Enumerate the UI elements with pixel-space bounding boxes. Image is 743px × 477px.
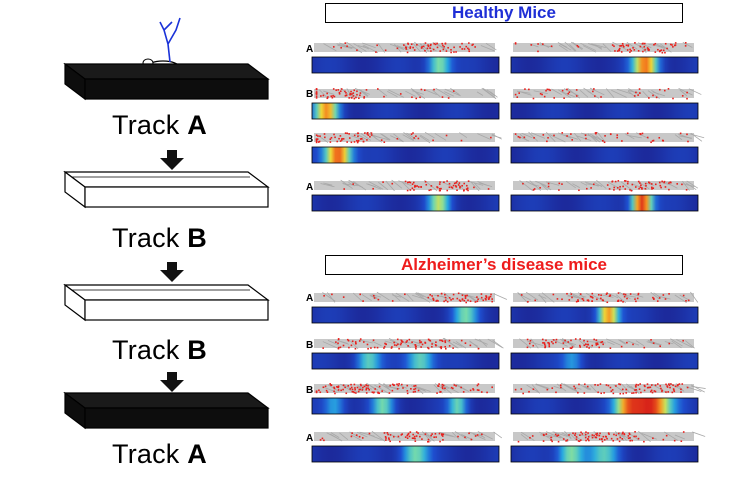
trajectory-trace xyxy=(513,87,702,99)
trajectory-trace xyxy=(314,430,503,442)
track-label-1: Track A xyxy=(112,110,207,140)
firing-heatmap xyxy=(510,194,699,212)
trajectory-trace xyxy=(513,291,699,304)
firing-heatmap xyxy=(510,352,699,370)
firing-heatmap xyxy=(311,445,500,463)
alzheimer-row-2-col-2 xyxy=(510,338,699,370)
trajectory-trace xyxy=(314,87,498,100)
spike-markers xyxy=(319,431,483,443)
track-letter: B xyxy=(187,335,207,365)
down-arrow-icon xyxy=(160,262,184,282)
trajectory-trace xyxy=(314,131,502,144)
track-label-4: Track A xyxy=(112,439,207,469)
firing-heatmap xyxy=(311,56,500,74)
firing-heatmap xyxy=(510,146,699,164)
track-3-box xyxy=(63,283,270,322)
healthy-row-4-col-2 xyxy=(510,179,699,212)
spike-markers xyxy=(514,132,689,144)
row-letter-healthy-3: B xyxy=(306,134,314,145)
firing-heatmap xyxy=(311,102,500,120)
firing-heatmap xyxy=(510,56,699,74)
track-1-box xyxy=(63,62,270,101)
trajectory-trace xyxy=(513,338,695,349)
alzheimer-row-2-col-1 xyxy=(311,337,504,370)
track-2-box xyxy=(63,170,270,209)
alzheimer-row-1-col-1 xyxy=(311,291,508,324)
alzheimer-row-3-col-1 xyxy=(311,382,500,415)
row-letter-alz-3: B xyxy=(306,385,314,396)
spike-markers xyxy=(514,88,688,100)
row-letter-alz-4: A xyxy=(306,433,314,444)
alzheimer-title: Alzheimer’s disease mice xyxy=(325,255,683,275)
alzheimer-row-4-col-2 xyxy=(510,430,706,463)
firing-heatmap xyxy=(311,306,500,324)
trajectory-trace xyxy=(314,382,495,395)
healthy-row-1-col-2 xyxy=(510,41,699,74)
row-letter-healthy-4: A xyxy=(306,182,314,193)
spike-markers xyxy=(315,88,455,100)
trajectory-trace xyxy=(513,41,694,54)
healthy-row-4-col-1 xyxy=(311,179,500,212)
track-label-2: Track B xyxy=(112,223,207,253)
spike-markers xyxy=(520,292,690,304)
alzheimer-row-3-col-2 xyxy=(510,382,706,415)
track-label-3: Track B xyxy=(112,335,207,365)
firing-heatmap xyxy=(311,397,500,415)
spike-markers xyxy=(526,338,684,350)
healthy-row-2-col-1 xyxy=(311,87,500,120)
trajectory-trace xyxy=(513,131,705,143)
down-arrow-icon xyxy=(160,150,184,170)
alzheimer-row-1-col-2 xyxy=(510,291,699,324)
firing-heatmap xyxy=(510,397,699,415)
spike-markers xyxy=(332,42,476,54)
spike-markers xyxy=(343,180,490,192)
alzheimer-row-4-col-1 xyxy=(311,430,503,463)
firing-heatmap xyxy=(510,306,699,324)
trajectory-trace xyxy=(513,382,706,395)
healthy-title: Healthy Mice xyxy=(325,3,683,23)
down-arrow-icon xyxy=(160,372,184,392)
row-letter-alz-2: B xyxy=(306,340,314,351)
healthy-row-1-col-1 xyxy=(311,41,500,74)
track-4-box xyxy=(63,391,270,430)
spike-markers xyxy=(514,42,687,54)
track-letter: A xyxy=(187,110,207,140)
row-letter-healthy-2: B xyxy=(306,89,314,100)
firing-heatmap xyxy=(510,445,699,463)
firing-heatmap xyxy=(311,146,500,164)
spike-markers xyxy=(322,338,480,350)
spike-markers xyxy=(514,383,689,395)
healthy-row-3-col-2 xyxy=(510,131,705,164)
spike-markers xyxy=(315,383,493,395)
row-letter-healthy-1: A xyxy=(306,44,314,55)
firing-heatmap xyxy=(510,102,699,120)
track-letter: A xyxy=(187,439,207,469)
track-letter: B xyxy=(187,223,207,253)
spike-markers xyxy=(522,180,688,192)
spike-markers xyxy=(323,292,493,304)
spike-markers xyxy=(315,132,492,144)
healthy-row-3-col-1 xyxy=(311,131,502,164)
healthy-row-2-col-2 xyxy=(510,87,702,120)
firing-heatmap xyxy=(311,194,500,212)
firing-heatmap xyxy=(311,352,500,370)
spike-markers xyxy=(517,431,685,443)
row-letter-alz-1: A xyxy=(306,293,314,304)
trajectory-trace xyxy=(314,179,495,192)
